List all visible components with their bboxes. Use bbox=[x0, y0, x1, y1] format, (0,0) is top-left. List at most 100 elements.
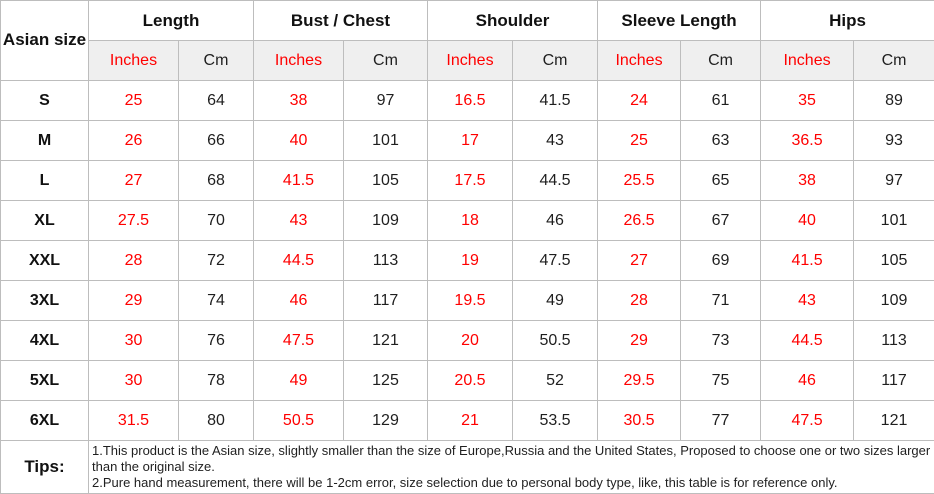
size-label: XL bbox=[1, 201, 89, 241]
measurement-value-cm: 72 bbox=[179, 241, 254, 281]
measurement-value-cm: 53.5 bbox=[513, 401, 598, 441]
measurement-value-inches: 25.5 bbox=[598, 161, 681, 201]
measurement-value-inches: 24 bbox=[598, 81, 681, 121]
measurement-value-inches: 30 bbox=[89, 361, 179, 401]
tips-row: Tips: 1.This product is the Asian size, … bbox=[1, 441, 934, 494]
measurement-value-cm: 109 bbox=[344, 201, 428, 241]
measurement-value-inches: 28 bbox=[598, 281, 681, 321]
measurement-value-inches: 40 bbox=[761, 201, 854, 241]
tips-label: Tips: bbox=[1, 441, 89, 494]
measurement-value-inches: 38 bbox=[761, 161, 854, 201]
tips-line-1: 1.This product is the Asian size, slight… bbox=[92, 443, 931, 475]
measurement-value-cm: 117 bbox=[854, 361, 934, 401]
measurement-value-inches: 25 bbox=[89, 81, 179, 121]
measurement-value-cm: 113 bbox=[344, 241, 428, 281]
measurement-value-inches: 31.5 bbox=[89, 401, 179, 441]
unit-header-sleeve-inches: Inches bbox=[598, 41, 681, 81]
corner-header-asian-size: Asian size bbox=[1, 1, 89, 81]
measurement-value-inches: 46 bbox=[761, 361, 854, 401]
unit-header-shoulder-cm: Cm bbox=[513, 41, 598, 81]
measurement-value-cm: 61 bbox=[681, 81, 761, 121]
measurement-value-inches: 44.5 bbox=[254, 241, 344, 281]
measurement-value-cm: 49 bbox=[513, 281, 598, 321]
size-label: L bbox=[1, 161, 89, 201]
measurement-value-inches: 25 bbox=[598, 121, 681, 161]
measurement-value-cm: 50.5 bbox=[513, 321, 598, 361]
measurement-value-cm: 97 bbox=[344, 81, 428, 121]
measurement-value-cm: 117 bbox=[344, 281, 428, 321]
measurement-value-inches: 29 bbox=[89, 281, 179, 321]
measurement-value-cm: 76 bbox=[179, 321, 254, 361]
measurement-value-inches: 49 bbox=[254, 361, 344, 401]
measurement-value-cm: 43 bbox=[513, 121, 598, 161]
size-label: 4XL bbox=[1, 321, 89, 361]
measurement-value-cm: 67 bbox=[681, 201, 761, 241]
measurement-value-cm: 121 bbox=[344, 321, 428, 361]
size-label: XXL bbox=[1, 241, 89, 281]
group-header-sleeve-length: Sleeve Length bbox=[598, 1, 761, 41]
measurement-value-inches: 36.5 bbox=[761, 121, 854, 161]
unit-header-length-inches: Inches bbox=[89, 41, 179, 81]
measurement-value-inches: 26.5 bbox=[598, 201, 681, 241]
group-header-shoulder: Shoulder bbox=[428, 1, 598, 41]
measurement-value-inches: 27.5 bbox=[89, 201, 179, 241]
measurement-value-inches: 27 bbox=[89, 161, 179, 201]
measurement-value-cm: 101 bbox=[344, 121, 428, 161]
measurement-value-cm: 70 bbox=[179, 201, 254, 241]
measurement-value-cm: 105 bbox=[344, 161, 428, 201]
group-header-bust-chest: Bust / Chest bbox=[254, 1, 428, 41]
measurement-value-inches: 29.5 bbox=[598, 361, 681, 401]
unit-header-shoulder-inches: Inches bbox=[428, 41, 513, 81]
measurement-value-cm: 52 bbox=[513, 361, 598, 401]
measurement-value-inches: 41.5 bbox=[254, 161, 344, 201]
measurement-value-inches: 47.5 bbox=[761, 401, 854, 441]
unit-header-bust-inches: Inches bbox=[254, 41, 344, 81]
measurement-value-cm: 97 bbox=[854, 161, 934, 201]
measurement-value-cm: 41.5 bbox=[513, 81, 598, 121]
measurement-value-cm: 63 bbox=[681, 121, 761, 161]
measurement-value-inches: 30 bbox=[89, 321, 179, 361]
measurement-value-inches: 26 bbox=[89, 121, 179, 161]
measurement-value-cm: 44.5 bbox=[513, 161, 598, 201]
unit-header-sleeve-cm: Cm bbox=[681, 41, 761, 81]
measurement-value-cm: 74 bbox=[179, 281, 254, 321]
measurement-value-inches: 17 bbox=[428, 121, 513, 161]
measurement-value-inches: 20.5 bbox=[428, 361, 513, 401]
measurement-value-inches: 18 bbox=[428, 201, 513, 241]
measurement-value-cm: 101 bbox=[854, 201, 934, 241]
measurement-value-cm: 105 bbox=[854, 241, 934, 281]
size-label: 5XL bbox=[1, 361, 89, 401]
measurement-value-cm: 129 bbox=[344, 401, 428, 441]
measurement-value-inches: 44.5 bbox=[761, 321, 854, 361]
measurement-value-cm: 109 bbox=[854, 281, 934, 321]
measurement-value-inches: 21 bbox=[428, 401, 513, 441]
measurement-value-cm: 47.5 bbox=[513, 241, 598, 281]
measurement-value-inches: 20 bbox=[428, 321, 513, 361]
size-label: S bbox=[1, 81, 89, 121]
measurement-value-cm: 73 bbox=[681, 321, 761, 361]
unit-header-row: Inches Cm Inches Cm Inches Cm Inches Cm … bbox=[1, 41, 934, 81]
measurement-value-inches: 50.5 bbox=[254, 401, 344, 441]
measurement-value-inches: 19 bbox=[428, 241, 513, 281]
group-header-hips: Hips bbox=[761, 1, 934, 41]
measurement-value-cm: 80 bbox=[179, 401, 254, 441]
measurement-value-inches: 38 bbox=[254, 81, 344, 121]
unit-header-bust-cm: Cm bbox=[344, 41, 428, 81]
measurement-value-inches: 16.5 bbox=[428, 81, 513, 121]
measurement-value-cm: 69 bbox=[681, 241, 761, 281]
unit-header-hips-inches: Inches bbox=[761, 41, 854, 81]
measurement-value-cm: 71 bbox=[681, 281, 761, 321]
measurement-value-inches: 47.5 bbox=[254, 321, 344, 361]
tips-text: 1.This product is the Asian size, slight… bbox=[89, 441, 934, 494]
measurement-value-inches: 43 bbox=[761, 281, 854, 321]
measurement-value-cm: 78 bbox=[179, 361, 254, 401]
measurement-value-cm: 89 bbox=[854, 81, 934, 121]
